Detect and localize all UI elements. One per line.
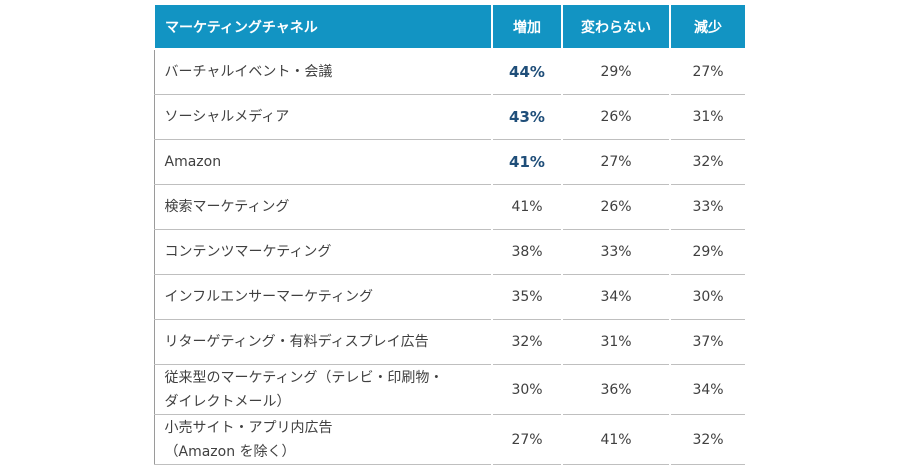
same-cell: 26% [561, 94, 671, 140]
header-increase: 増加 [491, 5, 563, 50]
table-row: コンテンツマーケティング 38% 33% 29% [153, 229, 747, 275]
same-cell: 34% [561, 274, 671, 320]
table-row: バーチャルイベント・会議 44% 29% 27% [153, 49, 747, 95]
increase-cell: 30% [491, 364, 563, 415]
decrease-cell: 33% [669, 184, 747, 230]
same-cell: 33% [561, 229, 671, 275]
channel-label: Amazon [153, 139, 493, 185]
increase-cell: 44% [491, 49, 563, 95]
channel-label: インフルエンサーマーケティング [153, 274, 493, 320]
decrease-cell: 37% [669, 319, 747, 365]
header-decrease: 減少 [669, 5, 747, 50]
channel-label: リターゲティング・有料ディスプレイ広告 [153, 319, 493, 365]
same-cell: 41% [561, 414, 671, 465]
channel-label: ソーシャルメディア [153, 94, 493, 140]
increase-cell: 35% [491, 274, 563, 320]
decrease-cell: 32% [669, 414, 747, 465]
increase-cell: 41% [491, 139, 563, 185]
channel-name-line2: ダイレクトメール） [164, 393, 291, 410]
increase-cell: 32% [491, 319, 563, 365]
channel-name: コンテンツマーケティング [164, 244, 332, 260]
header-row: マーケティングチャネル 増加 変わらない 減少 [153, 5, 747, 50]
same-cell: 27% [561, 139, 671, 185]
table-row: 従来型のマーケティング（テレビ・印刷物・ ダイレクトメール） 30% 36% 34… [153, 364, 747, 415]
decrease-cell: 34% [669, 364, 747, 415]
channel-label: 従来型のマーケティング（テレビ・印刷物・ ダイレクトメール） [153, 364, 493, 415]
same-cell: 29% [561, 49, 671, 95]
same-cell: 31% [561, 319, 671, 365]
channel-label: 小売サイト・アプリ内広告 （Amazon を除く） [153, 414, 493, 465]
decrease-cell: 29% [669, 229, 747, 275]
channel-name-line2: （Amazon を除く） [164, 443, 296, 460]
decrease-cell: 31% [669, 94, 747, 140]
marketing-channel-table: マーケティングチャネル 増加 変わらない 減少 バーチャルイベント・会議 44%… [153, 5, 747, 465]
channel-name: インフルエンサーマーケティング [164, 289, 373, 305]
channel-name: リターゲティング・有料ディスプレイ広告 [164, 334, 429, 350]
same-cell: 36% [561, 364, 671, 415]
increase-cell: 38% [491, 229, 563, 275]
header-same: 変わらない [561, 5, 671, 50]
decrease-cell: 27% [669, 49, 747, 95]
increase-cell: 43% [491, 94, 563, 140]
channel-label: コンテンツマーケティング [153, 229, 493, 275]
header-channel: マーケティングチャネル [153, 5, 493, 50]
channel-name: 検索マーケティング [164, 199, 290, 215]
increase-cell: 41% [491, 184, 563, 230]
table-row: インフルエンサーマーケティング 35% 34% 30% [153, 274, 747, 320]
channel-name: Amazon [164, 154, 222, 170]
channel-name: 従来型のマーケティング（テレビ・印刷物・ [164, 369, 444, 386]
table-row: ソーシャルメディア 43% 26% 31% [153, 94, 747, 140]
table-row: Amazon 41% 27% 32% [153, 139, 747, 185]
channel-label: 検索マーケティング [153, 184, 493, 230]
table-row: 検索マーケティング 41% 26% 33% [153, 184, 747, 230]
table-row: 小売サイト・アプリ内広告 （Amazon を除く） 27% 41% 32% [153, 414, 747, 465]
increase-cell: 27% [491, 414, 563, 465]
channel-name: ソーシャルメディア [164, 109, 290, 125]
same-cell: 26% [561, 184, 671, 230]
decrease-cell: 32% [669, 139, 747, 185]
channel-label: バーチャルイベント・会議 [153, 49, 493, 95]
decrease-cell: 30% [669, 274, 747, 320]
table-row: リターゲティング・有料ディスプレイ広告 32% 31% 37% [153, 319, 747, 365]
channel-name: 小売サイト・アプリ内広告 [164, 419, 333, 436]
channel-name: バーチャルイベント・会議 [164, 64, 333, 80]
